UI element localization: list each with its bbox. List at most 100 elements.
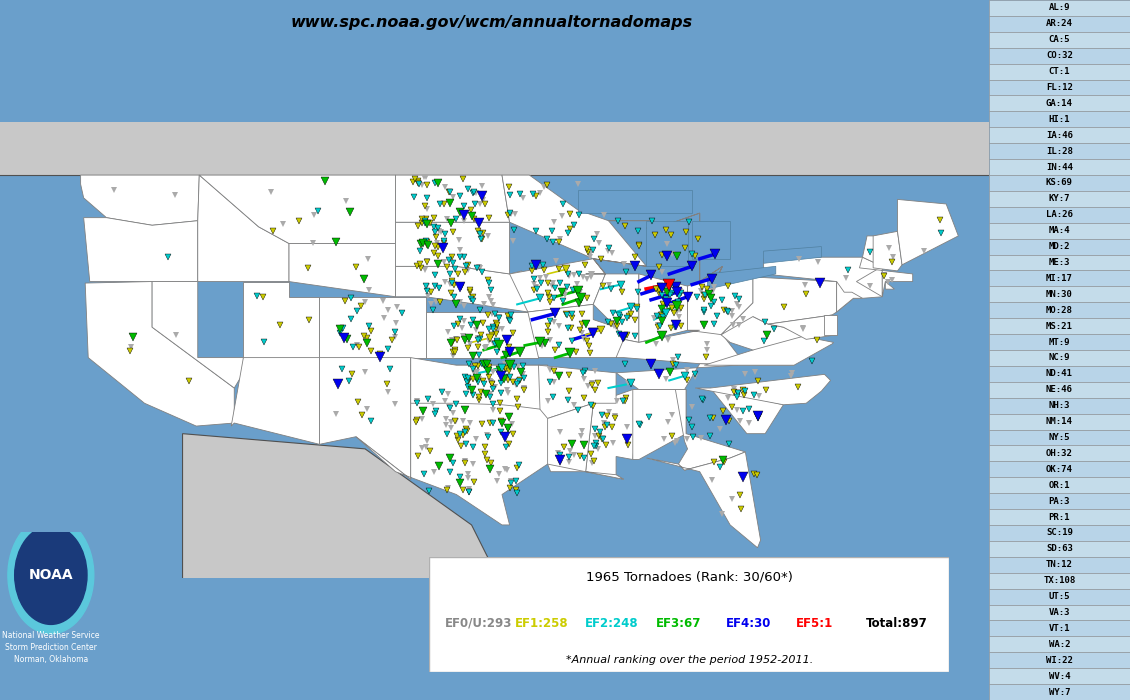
Text: ND:41: ND:41 (1046, 370, 1072, 379)
Text: AL:9: AL:9 (1049, 4, 1070, 13)
Text: IN:44: IN:44 (1046, 162, 1072, 172)
Text: KS:69: KS:69 (1046, 178, 1072, 188)
Polygon shape (585, 390, 638, 480)
Text: CT:1: CT:1 (1049, 67, 1070, 76)
Polygon shape (585, 274, 638, 342)
Polygon shape (539, 365, 616, 419)
Bar (989, 48, 1130, 64)
Text: SC:19: SC:19 (1046, 528, 1072, 538)
Text: LA:26: LA:26 (1046, 210, 1072, 219)
Text: MN:30: MN:30 (1046, 290, 1072, 299)
Polygon shape (528, 304, 638, 358)
Text: WY:7: WY:7 (1049, 687, 1070, 696)
Polygon shape (183, 434, 654, 692)
Polygon shape (646, 452, 760, 547)
Text: TN:12: TN:12 (1046, 560, 1072, 569)
Text: KY:7: KY:7 (1049, 195, 1070, 204)
Text: Total:897: Total:897 (866, 617, 928, 630)
Bar (989, 605, 1130, 620)
Bar (989, 318, 1130, 334)
Bar (989, 239, 1130, 255)
Bar (989, 144, 1130, 159)
Text: OR:1: OR:1 (1049, 481, 1070, 490)
Bar (989, 0, 1130, 16)
Text: WA:2: WA:2 (1049, 640, 1070, 649)
Text: VT:1: VT:1 (1049, 624, 1070, 633)
Text: NH:3: NH:3 (1049, 401, 1070, 410)
Text: www.spc.noaa.gov/wcm/annualtornadomaps: www.spc.noaa.gov/wcm/annualtornadomaps (290, 15, 693, 30)
Text: TX:108: TX:108 (1043, 576, 1076, 585)
Bar (989, 175, 1130, 191)
Polygon shape (426, 312, 539, 358)
Bar (989, 509, 1130, 525)
Polygon shape (885, 281, 895, 289)
Polygon shape (579, 190, 692, 213)
Bar (989, 350, 1130, 366)
Bar (989, 334, 1130, 350)
Text: 1965 Tornadoes (Rank: 30/60*): 1965 Tornadoes (Rank: 30/60*) (585, 570, 793, 584)
Text: AR:24: AR:24 (1046, 20, 1072, 29)
Text: NC:9: NC:9 (1049, 354, 1070, 363)
Polygon shape (721, 277, 836, 335)
Bar (989, 286, 1130, 302)
Bar (989, 366, 1130, 382)
Polygon shape (289, 244, 396, 297)
Bar (989, 636, 1130, 652)
Text: VA:3: VA:3 (1049, 608, 1070, 617)
Bar (989, 16, 1130, 32)
Polygon shape (199, 175, 396, 244)
Text: *Annual ranking over the period 1952-2011.: *Annual ranking over the period 1952-201… (566, 655, 812, 666)
Text: CA:5: CA:5 (1049, 35, 1070, 44)
Polygon shape (862, 236, 890, 266)
Text: OK:74: OK:74 (1046, 465, 1072, 474)
Bar (989, 430, 1130, 445)
FancyBboxPatch shape (429, 556, 949, 672)
Polygon shape (857, 266, 883, 297)
Bar (989, 382, 1130, 398)
Polygon shape (232, 358, 320, 444)
Text: PA:3: PA:3 (1049, 496, 1070, 505)
Polygon shape (676, 390, 746, 470)
Text: MS:21: MS:21 (1046, 321, 1072, 330)
Bar (989, 127, 1130, 144)
Bar (989, 445, 1130, 461)
Bar (989, 525, 1130, 541)
Text: UT:5: UT:5 (1049, 592, 1070, 601)
Polygon shape (510, 259, 606, 312)
Polygon shape (897, 199, 958, 265)
Bar (989, 255, 1130, 270)
Polygon shape (692, 220, 730, 259)
Polygon shape (320, 358, 410, 480)
Bar (989, 620, 1130, 636)
Polygon shape (396, 175, 510, 222)
Bar (989, 589, 1130, 605)
Polygon shape (695, 374, 831, 405)
Polygon shape (410, 358, 548, 409)
Text: EF3:67: EF3:67 (655, 617, 701, 630)
Text: GA:14: GA:14 (1046, 99, 1072, 108)
Polygon shape (764, 257, 883, 312)
Polygon shape (646, 220, 687, 266)
Polygon shape (356, 365, 616, 525)
Polygon shape (873, 231, 902, 271)
Circle shape (8, 517, 94, 634)
Polygon shape (616, 364, 738, 390)
Bar (989, 80, 1130, 95)
Polygon shape (548, 403, 624, 480)
Text: NM:14: NM:14 (1046, 417, 1072, 426)
Bar (989, 111, 1130, 127)
Polygon shape (85, 281, 234, 426)
Polygon shape (711, 388, 783, 434)
Bar (989, 95, 1130, 111)
Polygon shape (633, 390, 686, 459)
Polygon shape (764, 246, 822, 263)
Text: EF5:1: EF5:1 (796, 617, 833, 630)
Text: NE:46: NE:46 (1046, 385, 1072, 394)
Text: SD:63: SD:63 (1046, 545, 1072, 554)
Text: MA:4: MA:4 (1049, 226, 1070, 235)
Text: FL:12: FL:12 (1046, 83, 1072, 92)
Bar (989, 64, 1130, 80)
Text: MT:9: MT:9 (1049, 337, 1070, 346)
Circle shape (15, 526, 87, 624)
Polygon shape (320, 297, 426, 358)
